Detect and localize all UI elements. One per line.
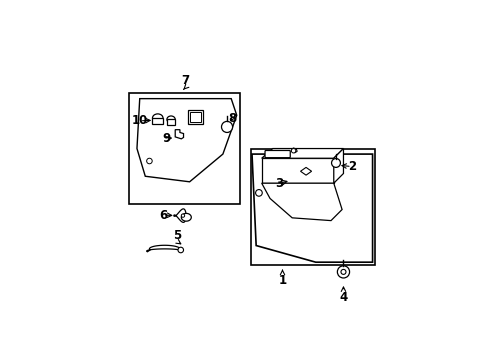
Circle shape: [331, 158, 340, 167]
Circle shape: [340, 269, 346, 274]
Polygon shape: [300, 167, 311, 175]
Bar: [188, 110, 203, 123]
Circle shape: [178, 247, 183, 253]
Polygon shape: [261, 158, 333, 183]
Circle shape: [221, 121, 232, 132]
Circle shape: [255, 190, 262, 196]
Bar: [250, 149, 375, 265]
Text: 10: 10: [131, 114, 147, 127]
Text: 5: 5: [173, 229, 181, 242]
Circle shape: [291, 149, 295, 153]
FancyBboxPatch shape: [264, 150, 290, 158]
Ellipse shape: [166, 116, 175, 123]
Text: 8: 8: [228, 112, 236, 125]
Polygon shape: [173, 209, 185, 222]
Text: 6: 6: [159, 208, 167, 221]
Bar: [152, 118, 163, 124]
Polygon shape: [333, 149, 343, 183]
Polygon shape: [175, 130, 183, 139]
Text: 9: 9: [162, 132, 170, 145]
Ellipse shape: [152, 114, 163, 122]
Polygon shape: [291, 148, 297, 153]
Polygon shape: [146, 245, 182, 252]
Polygon shape: [261, 149, 343, 158]
Bar: [190, 112, 201, 122]
Bar: [166, 119, 175, 125]
Polygon shape: [251, 154, 372, 262]
Polygon shape: [181, 213, 191, 221]
Text: 7: 7: [181, 74, 189, 87]
Circle shape: [337, 266, 349, 278]
Text: 4: 4: [339, 291, 347, 304]
Text: 3: 3: [275, 177, 283, 190]
Circle shape: [181, 214, 184, 217]
Text: 1: 1: [278, 274, 286, 287]
Polygon shape: [137, 99, 236, 182]
Polygon shape: [261, 183, 342, 221]
Circle shape: [146, 158, 152, 164]
Bar: [128, 93, 239, 204]
Text: 2: 2: [347, 160, 355, 173]
